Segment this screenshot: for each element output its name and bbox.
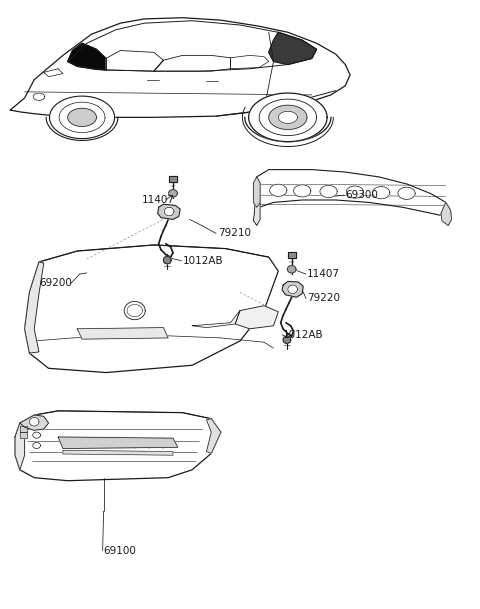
Polygon shape bbox=[206, 419, 221, 453]
Polygon shape bbox=[346, 186, 363, 198]
Polygon shape bbox=[63, 450, 173, 455]
Polygon shape bbox=[59, 102, 105, 133]
Polygon shape bbox=[68, 108, 96, 127]
Polygon shape bbox=[15, 411, 221, 481]
Text: 11407: 11407 bbox=[142, 195, 175, 205]
Text: 11407: 11407 bbox=[307, 269, 340, 279]
Polygon shape bbox=[33, 93, 45, 100]
Polygon shape bbox=[124, 301, 145, 320]
Polygon shape bbox=[282, 281, 303, 297]
Polygon shape bbox=[154, 55, 230, 71]
Polygon shape bbox=[29, 418, 39, 426]
Text: 79220: 79220 bbox=[307, 294, 340, 303]
Polygon shape bbox=[283, 336, 291, 343]
Polygon shape bbox=[44, 69, 63, 77]
Polygon shape bbox=[169, 176, 177, 182]
Polygon shape bbox=[269, 105, 307, 130]
Polygon shape bbox=[20, 432, 27, 438]
Polygon shape bbox=[168, 189, 177, 197]
Polygon shape bbox=[288, 266, 296, 273]
Polygon shape bbox=[127, 304, 143, 317]
Polygon shape bbox=[24, 262, 44, 353]
Polygon shape bbox=[278, 111, 298, 124]
Polygon shape bbox=[441, 202, 452, 225]
Polygon shape bbox=[192, 311, 240, 328]
Polygon shape bbox=[33, 442, 40, 448]
Polygon shape bbox=[24, 245, 278, 373]
Polygon shape bbox=[49, 96, 115, 139]
Polygon shape bbox=[33, 432, 40, 438]
Text: 69300: 69300 bbox=[345, 190, 378, 200]
Polygon shape bbox=[230, 55, 269, 69]
Polygon shape bbox=[253, 177, 260, 207]
Text: 69200: 69200 bbox=[39, 278, 72, 288]
Polygon shape bbox=[254, 170, 451, 216]
Polygon shape bbox=[58, 437, 178, 448]
Polygon shape bbox=[235, 306, 278, 329]
Text: 1012AB: 1012AB bbox=[182, 256, 223, 266]
Polygon shape bbox=[164, 207, 174, 216]
Polygon shape bbox=[441, 202, 452, 225]
Polygon shape bbox=[163, 256, 171, 264]
Polygon shape bbox=[20, 415, 48, 431]
Polygon shape bbox=[68, 43, 106, 70]
Polygon shape bbox=[294, 185, 311, 197]
Text: 79210: 79210 bbox=[218, 228, 252, 238]
Text: 1012AB: 1012AB bbox=[283, 330, 324, 340]
Polygon shape bbox=[20, 426, 27, 432]
Polygon shape bbox=[269, 32, 317, 65]
Polygon shape bbox=[10, 18, 350, 118]
Polygon shape bbox=[77, 328, 168, 339]
Polygon shape bbox=[15, 415, 39, 470]
Polygon shape bbox=[398, 187, 415, 199]
Polygon shape bbox=[270, 184, 287, 196]
Polygon shape bbox=[253, 177, 260, 225]
Text: 69100: 69100 bbox=[104, 546, 136, 555]
Polygon shape bbox=[106, 51, 163, 71]
Polygon shape bbox=[259, 99, 317, 136]
Polygon shape bbox=[68, 21, 317, 71]
Polygon shape bbox=[320, 185, 337, 197]
Polygon shape bbox=[372, 186, 390, 199]
Polygon shape bbox=[288, 252, 296, 258]
Polygon shape bbox=[288, 285, 298, 294]
Polygon shape bbox=[249, 93, 327, 142]
Polygon shape bbox=[157, 204, 180, 219]
